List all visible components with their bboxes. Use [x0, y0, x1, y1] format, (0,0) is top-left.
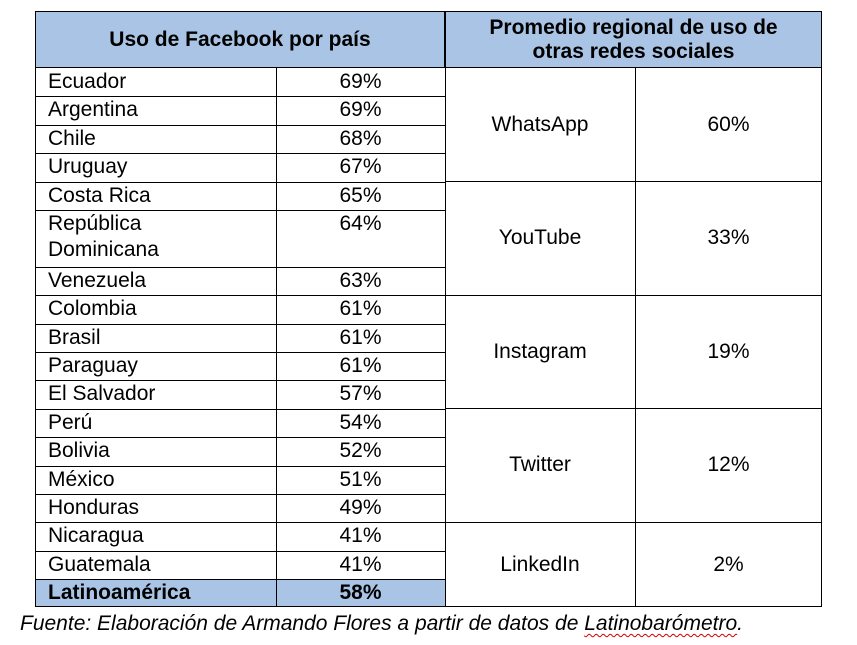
country-name-text: Ecuador — [48, 70, 127, 93]
country-facebook-pct: 52% — [339, 439, 382, 463]
country-facebook-pct: 69% — [339, 98, 382, 122]
country-name: Brasil — [36, 325, 276, 353]
network-pct: 60% — [707, 112, 750, 136]
country-facebook-pct: 41% — [339, 552, 382, 576]
country-name-text: República — [48, 212, 142, 235]
country-name-text-line2: Dominicana — [48, 238, 159, 261]
country-facebook-pct: 51% — [339, 467, 382, 491]
network-name: LinkedIn — [500, 552, 580, 576]
network-divider — [445, 295, 822, 296]
network-name: YouTube — [498, 226, 582, 249]
country-name-text: Venezuela — [48, 268, 147, 292]
row-divider — [35, 465, 445, 467]
column-divider-country — [276, 68, 277, 606]
total-row-background — [36, 580, 445, 606]
country-name-text: Costa Rica — [48, 183, 151, 207]
country-name: Colombia — [36, 296, 276, 324]
column-divider-middle — [445, 11, 446, 607]
column-divider-network — [635, 68, 636, 606]
header-right-label: Promedio regional de uso de otras redes … — [489, 16, 777, 64]
row-divider — [35, 96, 445, 98]
source-prefix: Fuente: Elaboración de Armando Flores a … — [20, 612, 585, 635]
country-name-text: Guatemala — [48, 552, 151, 576]
network-pct: 33% — [707, 226, 750, 249]
row-divider — [35, 352, 445, 353]
source-link: Latinobarómetro — [584, 612, 738, 635]
country-facebook-pct: 69% — [339, 70, 382, 93]
source-note: Fuente: Elaboración de Armando Flores a … — [20, 611, 743, 637]
country-name-text: México — [48, 467, 115, 491]
row-divider — [35, 266, 445, 268]
source-suffix: . — [737, 612, 743, 635]
country-name: Paraguay — [36, 353, 276, 381]
network-pct: 12% — [707, 453, 750, 476]
country-facebook-pct: 54% — [339, 410, 382, 434]
country-name: Venezuela — [36, 268, 276, 296]
row-divider — [35, 210, 445, 211]
country-name: Perú — [36, 410, 276, 438]
row-divider — [35, 181, 445, 183]
header-right-line2: otras redes sociales — [532, 39, 735, 63]
header-left-label: Uso de Facebook por país — [109, 27, 371, 51]
row-divider — [35, 522, 445, 524]
total-row-divider — [35, 579, 445, 580]
row-divider — [35, 295, 445, 297]
country-name: Argentina — [36, 97, 276, 125]
country-facebook-pct: 67% — [339, 155, 382, 179]
row-divider — [35, 380, 445, 382]
country-name-text: Brasil — [48, 325, 101, 349]
country-name-text: Bolivia — [48, 439, 110, 463]
country-name: Ecuador — [36, 69, 276, 97]
country-name-text: El Salvador — [48, 382, 156, 406]
country-facebook-pct: 61% — [339, 297, 382, 321]
network-name: Instagram — [493, 339, 587, 363]
country-name: República Dominicana — [36, 211, 276, 268]
row-divider — [35, 323, 445, 325]
country-name-text: Chile — [48, 126, 96, 150]
header-facebook-usage: Uso de Facebook por país — [35, 11, 445, 68]
network-divider — [445, 408, 822, 409]
header-other-networks: Promedio regional de uso de otras redes … — [445, 11, 822, 68]
country-name: Chile — [36, 126, 276, 154]
row-divider — [35, 124, 445, 126]
country-facebook-pct: 63% — [339, 268, 382, 292]
network-divider — [445, 181, 822, 182]
row-divider — [35, 494, 445, 495]
network-name: Twitter — [509, 453, 571, 476]
country-name: Costa Rica — [36, 183, 276, 211]
country-facebook-pct: 64% — [339, 212, 382, 235]
network-divider — [445, 522, 822, 523]
total-pct: 58% — [339, 581, 382, 604]
country-name-text: Nicaragua — [48, 524, 144, 548]
country-facebook-pct: 49% — [339, 496, 382, 519]
country-name-text: Argentina — [48, 98, 138, 122]
network-pct: 2% — [713, 552, 744, 576]
country-facebook-pct: 61% — [339, 325, 382, 349]
country-facebook-pct: 61% — [339, 354, 382, 377]
country-name: Bolivia — [36, 438, 276, 466]
country-facebook-pct: 41% — [339, 524, 382, 548]
country-facebook-pct: 65% — [339, 183, 382, 207]
row-divider — [35, 550, 445, 552]
row-divider — [35, 408, 445, 410]
row-divider — [35, 153, 445, 155]
country-name-text: Paraguay — [48, 354, 138, 377]
country-name-text: Colombia — [48, 297, 137, 321]
country-name: Honduras — [36, 495, 276, 523]
network-pct: 19% — [707, 339, 750, 363]
country-name-text: Honduras — [48, 496, 140, 519]
country-name: Guatemala — [36, 552, 276, 580]
country-facebook-pct: 57% — [339, 382, 382, 406]
country-name: México — [36, 467, 276, 495]
header-right-line1: Promedio regional de uso de — [489, 15, 778, 39]
country-name: El Salvador — [36, 381, 276, 409]
total-name: Latinoamérica — [48, 581, 191, 604]
country-name: Uruguay — [36, 154, 276, 182]
country-name-text: Uruguay — [48, 155, 128, 179]
country-name-text: Perú — [48, 410, 93, 434]
network-name: WhatsApp — [491, 112, 589, 136]
row-divider — [35, 437, 445, 439]
country-facebook-pct: 68% — [339, 126, 382, 150]
country-name: Nicaragua — [36, 523, 276, 551]
